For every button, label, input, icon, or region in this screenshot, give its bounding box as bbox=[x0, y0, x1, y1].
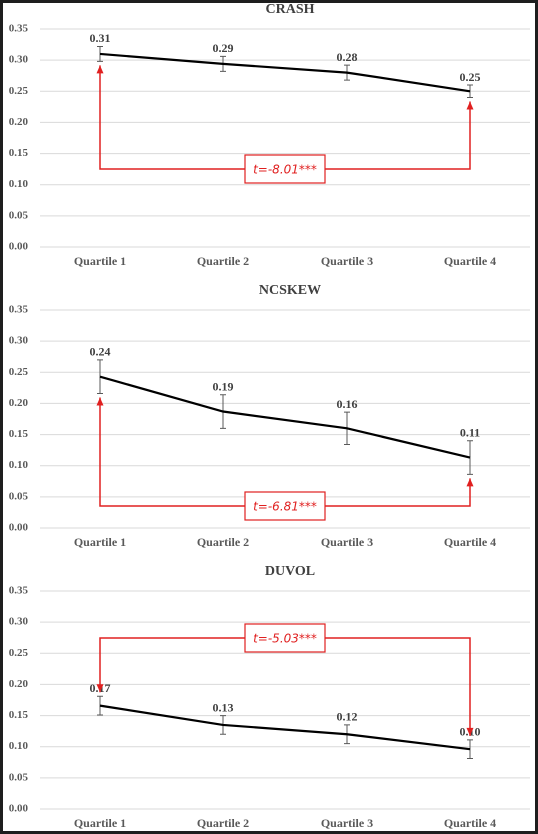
y-tick-label: 0.15 bbox=[9, 147, 29, 159]
x-tick-label: Quartile 2 bbox=[197, 254, 249, 268]
line bbox=[99, 52, 471, 93]
data-label: 0.24 bbox=[90, 345, 111, 359]
x-tick-label: Quartile 2 bbox=[197, 816, 249, 830]
line bbox=[99, 375, 471, 459]
arrow-head bbox=[466, 727, 474, 736]
y-tick-label: 0.00 bbox=[9, 241, 29, 253]
arrow-head bbox=[96, 397, 104, 406]
y-tick-label: 0.30 bbox=[9, 335, 29, 347]
bracket bbox=[99, 637, 471, 736]
y-tick-label: 0.20 bbox=[9, 397, 29, 409]
arrow-head bbox=[466, 478, 474, 487]
chart-title: CRASH bbox=[265, 3, 314, 17]
data-label: 0.29 bbox=[213, 41, 234, 55]
data-label: 0.25 bbox=[460, 70, 481, 84]
data-label: 0.11 bbox=[460, 426, 480, 440]
data-label: 0.31 bbox=[90, 31, 111, 45]
y-tick-label: 0.10 bbox=[9, 178, 29, 190]
y-tick-label: 0.15 bbox=[9, 709, 29, 721]
y-tick-label: 0.35 bbox=[9, 304, 29, 316]
x-tick-label: Quartile 1 bbox=[74, 535, 126, 549]
chart-title: DUVOL bbox=[265, 564, 315, 579]
arrow-head bbox=[96, 65, 104, 74]
y-tick-label: 0.10 bbox=[9, 459, 29, 471]
y-tick-label: 0.15 bbox=[9, 428, 29, 440]
y-tick-label: 0.35 bbox=[9, 23, 29, 35]
x-tick-label: Quartile 3 bbox=[321, 254, 373, 268]
annotation-box bbox=[244, 491, 326, 521]
x-tick-label: Quartile 4 bbox=[444, 254, 496, 268]
x-tick-label: Quartile 2 bbox=[197, 535, 249, 549]
y-tick-label: 0.25 bbox=[9, 85, 29, 97]
annotation: t=-5.03*** bbox=[253, 632, 317, 646]
y-tick-label: 0.10 bbox=[9, 740, 29, 752]
x-tick-label: Quartile 4 bbox=[444, 816, 496, 830]
annotation: t=-8.01*** bbox=[253, 163, 317, 177]
y-tick-label: 0.35 bbox=[9, 585, 29, 597]
x-tick-label: Quartile 3 bbox=[321, 816, 373, 830]
y-tick-label: 0.00 bbox=[9, 522, 29, 534]
bracket bbox=[99, 65, 471, 170]
data-label: 0.12 bbox=[337, 710, 358, 724]
arrow-head bbox=[96, 684, 104, 693]
arrow-head bbox=[466, 101, 474, 110]
data-label: 0.13 bbox=[213, 700, 234, 714]
x-tick-label: Quartile 1 bbox=[74, 254, 126, 268]
y-tick-label: 0.00 bbox=[9, 803, 29, 815]
y-tick-label: 0.20 bbox=[9, 678, 29, 690]
line bbox=[99, 704, 471, 751]
charts: CRASH 0.00 0.05 0.10 0.15 0.20 0.25 0.30 0.35 Qua… bbox=[9, 3, 530, 830]
x-tick-label: Quartile 1 bbox=[74, 816, 126, 830]
annotation-box bbox=[244, 154, 326, 184]
y-tick-label: 0.05 bbox=[9, 490, 29, 502]
y-tick-label: 0.30 bbox=[9, 54, 29, 66]
y-tick-label: 0.30 bbox=[9, 616, 29, 628]
data-label: 0.16 bbox=[337, 397, 358, 411]
y-tick-label: 0.25 bbox=[9, 366, 29, 378]
y-tick-label: 0.05 bbox=[9, 209, 29, 221]
y-tick-label: 0.05 bbox=[9, 771, 29, 783]
x-tick-label: Quartile 3 bbox=[321, 535, 373, 549]
data-label: 0.28 bbox=[337, 50, 358, 64]
y-tick-label: 0.25 bbox=[9, 647, 29, 659]
chart-title: NCSKEW bbox=[259, 283, 321, 298]
x-tick-label: Quartile 4 bbox=[444, 535, 496, 549]
y-tick-label: 0.20 bbox=[9, 116, 29, 128]
annotation-box bbox=[244, 623, 326, 653]
bracket bbox=[99, 397, 471, 507]
annotation: t=-6.81*** bbox=[253, 500, 317, 514]
data-label: 0.19 bbox=[213, 379, 234, 393]
error-bar bbox=[467, 739, 473, 760]
